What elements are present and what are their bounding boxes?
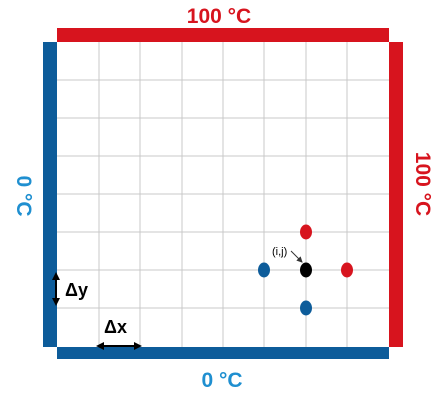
right-boundary-label: 100 °C — [411, 152, 434, 216]
center-pointer-arrow — [291, 251, 302, 262]
node-left — [258, 263, 270, 278]
left-boundary-bar — [43, 42, 57, 347]
dx-label: Δx — [104, 317, 127, 337]
right-boundary-bar — [389, 42, 403, 347]
bottom-boundary-label: 0 °C — [201, 369, 242, 392]
grid — [57, 42, 389, 347]
bottom-boundary-bar — [57, 347, 389, 359]
node-down — [300, 301, 312, 316]
top-boundary-label: 100 °C — [187, 5, 251, 28]
node-center — [300, 263, 312, 278]
dy-label: Δy — [65, 280, 88, 300]
node-up — [300, 225, 312, 240]
node-right — [341, 263, 353, 278]
top-boundary-bar — [57, 28, 389, 42]
left-boundary-label: 0 °C — [12, 175, 35, 216]
center-node-label: (i,j) — [272, 246, 287, 258]
